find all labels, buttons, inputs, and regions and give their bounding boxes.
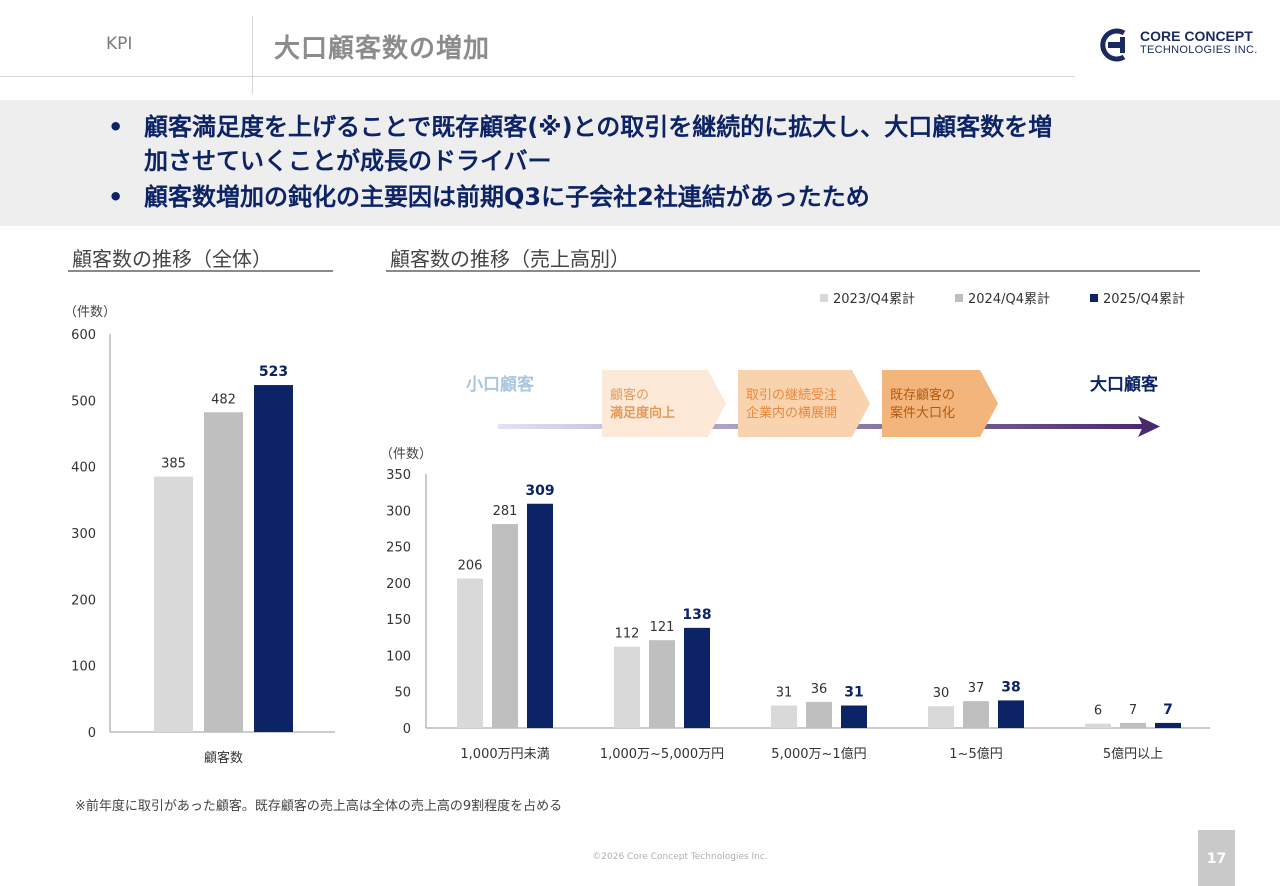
left-panel-rule: [68, 270, 333, 272]
data-label: 37: [968, 681, 985, 696]
data-label: 385: [161, 457, 186, 472]
company-logo: CORE CONCEPT TECHNOLOGIES INC.: [1098, 27, 1268, 63]
bar-0-3: [928, 706, 954, 728]
data-label: 7: [1163, 702, 1173, 718]
bar-2-4: [1155, 722, 1181, 728]
right-panel-title: 顧客数の推移（売上高別）: [390, 247, 630, 271]
y-tick-label: 0: [88, 726, 96, 741]
flow-label-small-clients: 小口顧客: [466, 375, 534, 395]
legend-item-2024: 2024/Q4累計: [955, 288, 1050, 307]
y-tick-label: 600: [71, 328, 96, 343]
y-tick-label: 200: [386, 577, 411, 592]
data-label: 36: [811, 682, 828, 697]
bar-1-2: [806, 701, 832, 728]
x-tick-label: 1~5億円: [949, 746, 1002, 762]
data-label: 121: [650, 620, 675, 635]
legend-swatch: [820, 294, 828, 302]
section-label: KPI: [106, 34, 133, 54]
data-label: 112: [615, 627, 640, 642]
bar-1-4: [1120, 722, 1146, 728]
logo-text-line2: TECHNOLOGIES INC.: [1140, 44, 1258, 56]
summary-box: [0, 100, 1280, 226]
bar-2-2: [841, 705, 867, 728]
bar-2-3: [998, 700, 1024, 728]
y-tick-label: 0: [403, 722, 411, 737]
x-tick-label: 1,000万円未満: [460, 747, 549, 762]
flow-step-satisfaction: 顧客の 満足度向上: [610, 388, 676, 421]
data-label: 523: [259, 364, 288, 380]
footnote: ※前年度に取引があった顧客。既存顧客の売上高は全体の売上高の9割程度を占める: [75, 799, 563, 814]
x-tick-label: 5,000万~1億円: [771, 746, 866, 762]
bar-2-0: [254, 385, 293, 732]
data-label: 30: [933, 686, 950, 701]
data-label: 482: [211, 392, 236, 407]
data-label: 7: [1129, 703, 1137, 718]
y-tick-label: 500: [71, 394, 96, 409]
bar-0-0: [154, 476, 193, 732]
copyright: ©2026 Core Concept Technologies Inc.: [592, 852, 768, 862]
y-tick-label: 100: [386, 649, 411, 664]
bar-1-1: [649, 640, 675, 728]
x-tick-label: 1,000万~5,000万円: [600, 747, 724, 762]
flow-label-large-clients: 大口顧客: [1090, 375, 1158, 395]
data-label: 138: [682, 607, 711, 623]
bar-0-1: [614, 646, 640, 728]
data-label: 309: [525, 483, 554, 499]
header-divider: [252, 16, 253, 94]
logo-mark-icon: [1100, 28, 1126, 62]
y-tick-label: 150: [386, 613, 411, 628]
y-tick-label: 400: [71, 461, 96, 476]
x-tick-label: 顧客数: [204, 750, 243, 766]
legend-swatch: [955, 294, 963, 302]
bar-1-3: [963, 701, 989, 728]
bar-0-0: [457, 578, 483, 728]
y-tick-label: 50: [394, 686, 411, 701]
legend-item-2023: 2023/Q4累計: [820, 288, 915, 307]
y-tick-label: 300: [71, 527, 96, 542]
flow-step-expansion: 取引の継続受注 企業内の横展開: [746, 388, 838, 421]
x-tick-label: 5億円以上: [1103, 746, 1163, 762]
page-number: 17: [1198, 830, 1235, 886]
data-label: 206: [458, 559, 483, 574]
logo-text-line1: CORE CONCEPT: [1140, 28, 1253, 44]
y-tick-label: 300: [386, 504, 411, 519]
legend-swatch: [1090, 294, 1098, 302]
bar-0-4: [1085, 723, 1111, 728]
y-tick-label: 200: [71, 593, 96, 608]
y-tick-label: 250: [386, 541, 411, 556]
left-panel-title: 顧客数の推移（全体）: [72, 247, 272, 271]
bar-2-0: [527, 503, 553, 728]
legend-item-2025: 2025/Q4累計: [1090, 288, 1185, 307]
data-label: 31: [776, 686, 793, 701]
bullet-dot-icon: •: [108, 113, 124, 141]
data-label: 6: [1094, 704, 1102, 719]
page-title: 大口顧客数の増加: [274, 34, 491, 64]
right-panel-rule: [386, 270, 1200, 272]
bar-1-0: [204, 412, 243, 732]
y-tick-label: 100: [71, 660, 96, 675]
bar-2-1: [684, 627, 710, 728]
bar-0-2: [771, 705, 797, 728]
data-label: 281: [493, 504, 518, 519]
flow-step-upsizing: 既存顧客の 案件大口化: [890, 388, 956, 421]
y-axis-unit-label: （件数）: [380, 447, 432, 462]
header-rule: [0, 76, 1075, 77]
data-label: 31: [844, 685, 863, 701]
bar-1-0: [492, 524, 518, 728]
bullet-dot-icon: •: [108, 183, 124, 211]
y-tick-label: 350: [386, 468, 411, 483]
data-label: 38: [1001, 679, 1020, 695]
y-axis-unit-label: （件数）: [64, 305, 116, 320]
